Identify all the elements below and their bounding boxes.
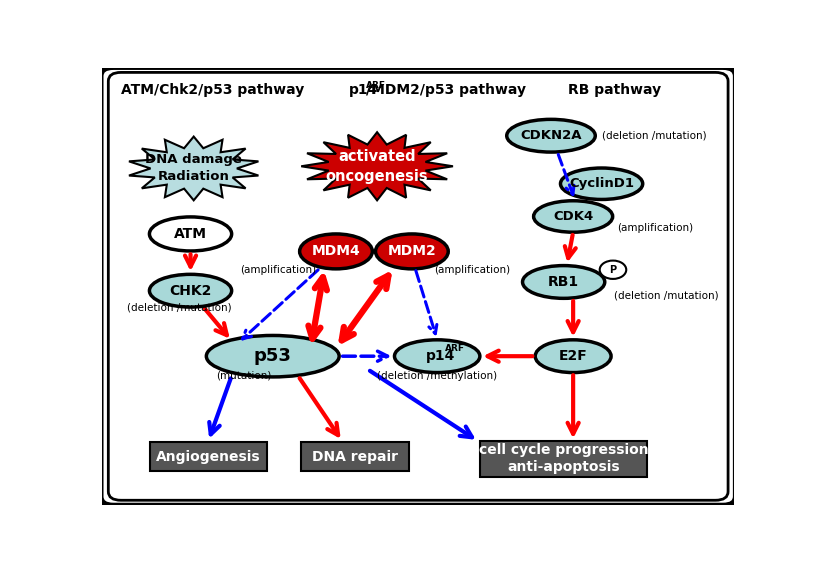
Text: (amplification): (amplification) xyxy=(434,265,510,275)
Text: RB1: RB1 xyxy=(548,275,579,289)
FancyBboxPatch shape xyxy=(100,67,736,506)
Text: (amplification): (amplification) xyxy=(618,223,694,233)
Text: ATM/Chk2/p53 pathway: ATM/Chk2/p53 pathway xyxy=(121,83,304,97)
Text: p14: p14 xyxy=(348,83,378,97)
Text: ARF: ARF xyxy=(445,344,465,353)
Ellipse shape xyxy=(375,234,448,269)
Text: ATM: ATM xyxy=(174,227,207,241)
Ellipse shape xyxy=(522,265,605,298)
Ellipse shape xyxy=(561,168,643,200)
Text: cell cycle progression
anti-apoptosis: cell cycle progression anti-apoptosis xyxy=(479,443,649,475)
Text: DNA repair: DNA repair xyxy=(312,450,398,464)
FancyBboxPatch shape xyxy=(301,442,409,471)
Circle shape xyxy=(600,261,626,279)
Ellipse shape xyxy=(394,340,480,373)
Text: /MDM2/p53 pathway: /MDM2/p53 pathway xyxy=(366,83,526,97)
Text: (deletion /methylation): (deletion /methylation) xyxy=(377,371,497,381)
Text: (mutation): (mutation) xyxy=(216,371,272,381)
Ellipse shape xyxy=(299,234,372,269)
Text: ARF: ARF xyxy=(366,81,386,90)
Ellipse shape xyxy=(534,201,613,232)
Text: Angiogenesis: Angiogenesis xyxy=(156,450,260,464)
Text: RB pathway: RB pathway xyxy=(568,83,661,97)
Text: MDM2: MDM2 xyxy=(388,244,437,259)
Text: E2F: E2F xyxy=(559,349,588,363)
Text: p14: p14 xyxy=(426,349,455,363)
Polygon shape xyxy=(301,132,453,200)
Ellipse shape xyxy=(206,336,339,377)
Text: CHK2: CHK2 xyxy=(170,284,211,298)
Text: MDM4: MDM4 xyxy=(312,244,361,259)
Text: CyclinD1: CyclinD1 xyxy=(569,177,634,191)
Text: (deletion /mutation): (deletion /mutation) xyxy=(601,131,706,141)
Text: activated
oncogenesis: activated oncogenesis xyxy=(326,149,428,184)
Ellipse shape xyxy=(149,217,232,251)
Polygon shape xyxy=(129,137,259,200)
Text: (deletion /mutation): (deletion /mutation) xyxy=(614,290,719,300)
Text: (amplification): (amplification) xyxy=(240,265,316,275)
FancyBboxPatch shape xyxy=(480,441,647,477)
Ellipse shape xyxy=(149,274,232,307)
Text: (deletion /mutation): (deletion /mutation) xyxy=(127,302,232,312)
Ellipse shape xyxy=(535,340,611,373)
FancyBboxPatch shape xyxy=(150,442,267,471)
Text: DNA damage
Radiation: DNA damage Radiation xyxy=(145,154,242,184)
Text: p53: p53 xyxy=(254,347,291,365)
Text: CDK4: CDK4 xyxy=(553,210,593,223)
Text: P: P xyxy=(610,265,617,275)
Text: CDKN2A: CDKN2A xyxy=(521,129,582,142)
Ellipse shape xyxy=(507,119,595,152)
